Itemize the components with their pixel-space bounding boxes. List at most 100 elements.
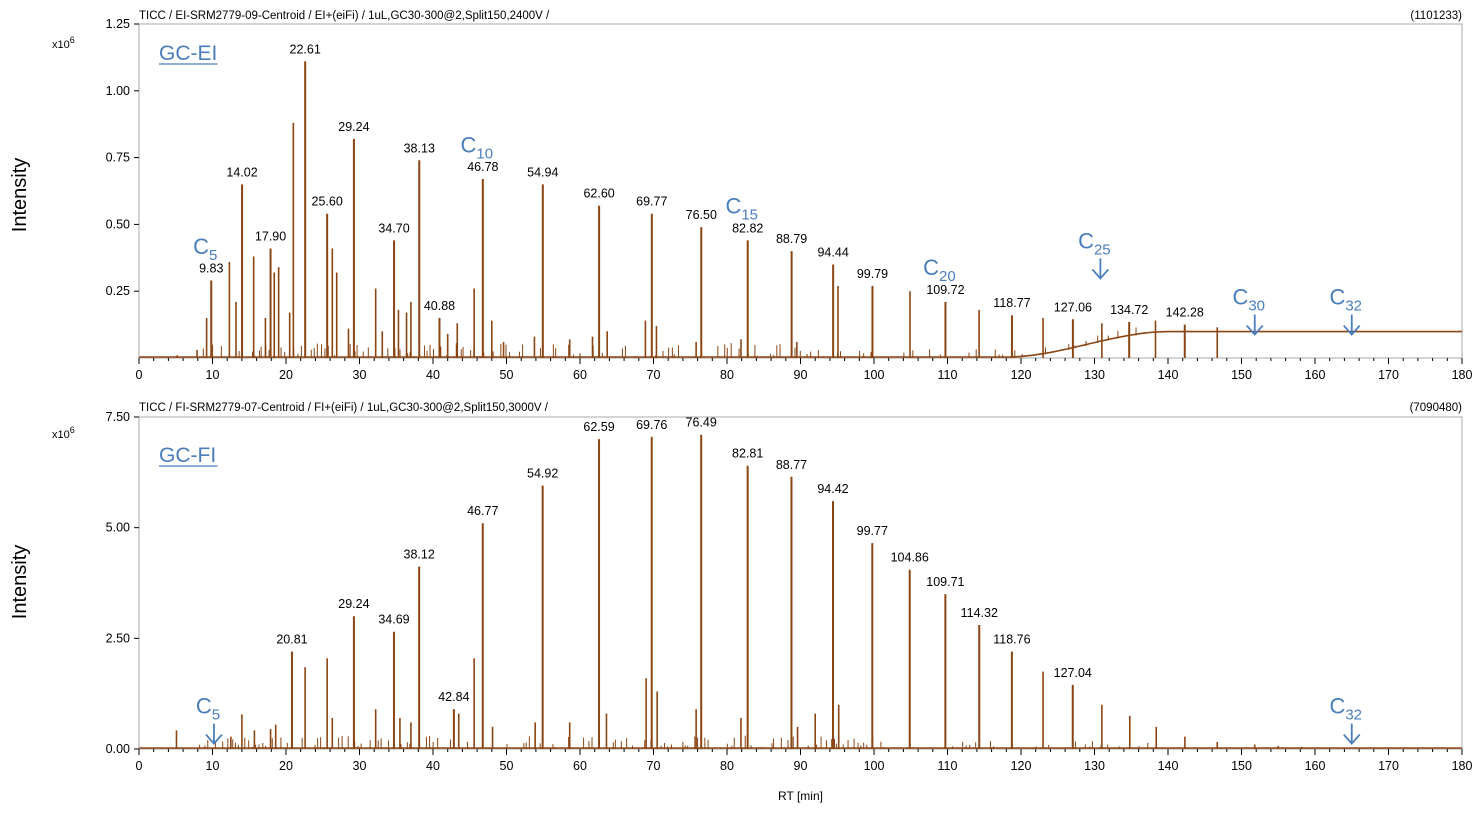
x-tick-label: 0 — [136, 368, 143, 382]
peak-label: 99.79 — [857, 267, 888, 281]
x-tick-label: 180 — [1452, 759, 1473, 773]
peak-label: 82.81 — [732, 447, 763, 461]
y-tick-label: 1.00 — [106, 84, 130, 98]
peak-label: 69.76 — [636, 418, 667, 432]
panel-header: TICC / EI-SRM2779-09-Centroid / EI+(eiFi… — [139, 10, 550, 22]
peak-label: 40.88 — [424, 299, 455, 313]
x-tick-label: 170 — [1378, 368, 1399, 382]
y-tick-label: 1.25 — [106, 17, 130, 31]
chart-panel-1: TICC / EI-SRM2779-09-Centroid / EI+(eiFi… — [9, 10, 1472, 382]
x-tick-label: 50 — [500, 368, 514, 382]
peak-label: 88.79 — [776, 232, 807, 246]
x-tick-label: 40 — [426, 759, 440, 773]
peak-label: 34.70 — [378, 221, 409, 235]
carbon-number-annotation: C5 — [193, 234, 217, 264]
peak-label: 134.72 — [1110, 303, 1148, 317]
y-tick-label: 2.50 — [106, 631, 130, 645]
annotation-arrow-head — [1343, 733, 1361, 745]
x-tick-label: 90 — [794, 759, 808, 773]
annotation-arrow-head — [205, 733, 223, 745]
x-tick-label: 100 — [864, 368, 885, 382]
peak-label: 46.78 — [467, 160, 498, 174]
peak-label: 114.32 — [961, 606, 998, 620]
y-exponent-label: x106 — [52, 35, 75, 51]
x-tick-label: 130 — [1084, 368, 1105, 382]
x-tick-label: 180 — [1452, 368, 1473, 382]
carbon-number-annotation: C32 — [1329, 285, 1362, 315]
x-tick-label: 30 — [353, 368, 367, 382]
x-tick-label: 150 — [1231, 759, 1252, 773]
x-tick-label: 10 — [206, 368, 220, 382]
annotation-arrow-head — [1246, 324, 1264, 336]
peak-label: 17.90 — [255, 229, 286, 243]
peak-label: 82.82 — [732, 221, 763, 235]
x-axis-label: RT [min] — [778, 789, 823, 803]
x-tick-label: 30 — [353, 759, 367, 773]
x-tick-label: 140 — [1158, 759, 1179, 773]
y-tick-label: 0.00 — [106, 742, 130, 756]
y-tick-label: 0.50 — [106, 217, 130, 231]
x-tick-label: 70 — [647, 759, 661, 773]
peak-label: 38.12 — [404, 548, 435, 562]
y-tick-label: 5.00 — [106, 521, 130, 535]
x-tick-label: 120 — [1011, 368, 1032, 382]
carbon-number-annotation: C32 — [1329, 694, 1362, 724]
x-tick-label: 110 — [938, 368, 958, 382]
x-tick-label: 100 — [864, 759, 885, 773]
peak-label: 20.81 — [276, 633, 307, 647]
x-tick-label: 60 — [573, 368, 587, 382]
peak-label: 62.59 — [583, 420, 614, 434]
peak-label: 118.77 — [993, 296, 1030, 310]
peak-label: 94.44 — [817, 245, 848, 259]
peak-label: 76.49 — [686, 416, 717, 430]
peak-label: 38.13 — [404, 141, 435, 155]
peak-label: 54.92 — [527, 467, 558, 481]
peak-label: 127.06 — [1054, 300, 1092, 314]
peak-label: 54.94 — [527, 165, 558, 179]
peak-label: 127.04 — [1054, 666, 1092, 680]
peak-label: 118.76 — [993, 633, 1030, 647]
panel-header: TICC / FI-SRM2779-07-Centroid / FI+(eiFi… — [139, 402, 549, 414]
peak-label: 14.02 — [226, 165, 257, 179]
x-tick-label: 40 — [426, 368, 440, 382]
y-axis-label: Intensity — [9, 158, 31, 232]
carbon-number-annotation: C25 — [1078, 228, 1111, 258]
x-tick-label: 130 — [1084, 759, 1105, 773]
peak-label: 62.60 — [583, 187, 614, 201]
x-tick-label: 20 — [279, 759, 293, 773]
peak-label: 76.50 — [686, 208, 717, 222]
y-tick-label: 7.50 — [106, 410, 130, 424]
x-tick-label: 160 — [1305, 368, 1326, 382]
x-tick-label: 70 — [647, 368, 661, 382]
y-tick-label: 0.75 — [106, 151, 130, 165]
x-tick-label: 170 — [1378, 759, 1399, 773]
peak-label: 46.77 — [467, 504, 498, 518]
peak-label: 109.71 — [926, 575, 964, 589]
x-tick-label: 60 — [573, 759, 587, 773]
peak-label: 69.77 — [636, 195, 667, 209]
peak-label: 22.61 — [290, 42, 321, 56]
max-intensity-label: (1101233) — [1410, 10, 1462, 22]
peak-label: 94.42 — [817, 482, 848, 496]
max-intensity-label: (7090480) — [1410, 402, 1463, 414]
x-tick-label: 10 — [206, 759, 220, 773]
peak-label: 29.24 — [338, 597, 369, 611]
x-tick-label: 20 — [279, 368, 293, 382]
x-tick-label: 140 — [1158, 368, 1179, 382]
y-axis-label: Intensity — [9, 545, 31, 619]
peak-label: 88.77 — [776, 458, 807, 472]
carbon-number-annotation: C20 — [923, 255, 956, 285]
annotation-arrow-head — [1343, 324, 1361, 336]
carbon-number-annotation: C10 — [461, 132, 494, 162]
peak-label: 34.69 — [378, 613, 409, 627]
carbon-number-annotation: C15 — [725, 194, 758, 224]
peak-label: 142.28 — [1166, 306, 1204, 320]
x-tick-label: 80 — [720, 759, 734, 773]
y-exponent-label: x106 — [52, 425, 75, 441]
x-tick-label: 50 — [500, 759, 514, 773]
chart-panel-2: TICC / FI-SRM2779-07-Centroid / FI+(eiFi… — [9, 402, 1472, 803]
peak-label: 99.77 — [857, 524, 888, 538]
x-tick-label: 120 — [1011, 759, 1032, 773]
